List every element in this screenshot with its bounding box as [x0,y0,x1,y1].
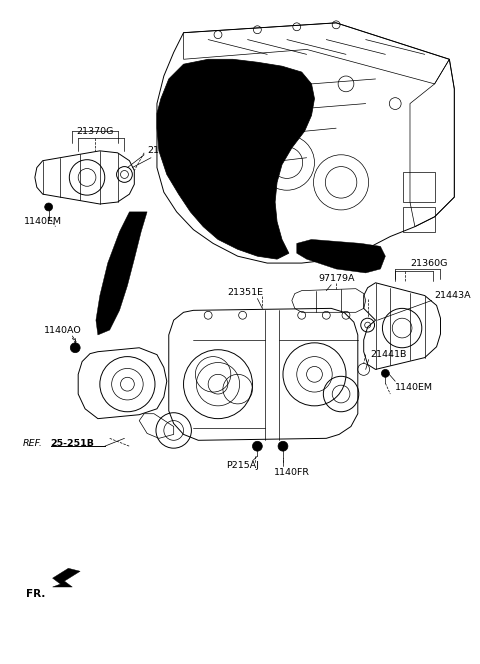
Text: 25-251B: 25-251B [50,439,95,448]
Text: 1140AO: 1140AO [44,325,81,335]
Text: 21443A: 21443A [434,291,471,300]
Circle shape [252,442,262,451]
Polygon shape [53,568,80,587]
Text: 1140EM: 1140EM [395,382,433,392]
Polygon shape [157,59,314,259]
Text: 21351E: 21351E [228,288,264,297]
Text: 21441B: 21441B [371,350,407,359]
Text: FR.: FR. [26,589,46,599]
Text: 97179A: 97179A [318,274,354,284]
Circle shape [70,343,80,353]
Text: 21360G: 21360G [410,258,447,268]
Circle shape [382,369,389,377]
Text: 21370G: 21370G [76,127,114,135]
Text: 21443A: 21443A [147,146,184,155]
Text: 1140FR: 1140FR [274,468,310,477]
Text: 1140EM: 1140EM [24,217,62,226]
Polygon shape [96,212,147,335]
Circle shape [45,203,53,211]
Polygon shape [297,240,385,273]
Text: REF.: REF. [23,439,43,448]
Circle shape [278,442,288,451]
Text: P215AJ: P215AJ [226,461,259,470]
